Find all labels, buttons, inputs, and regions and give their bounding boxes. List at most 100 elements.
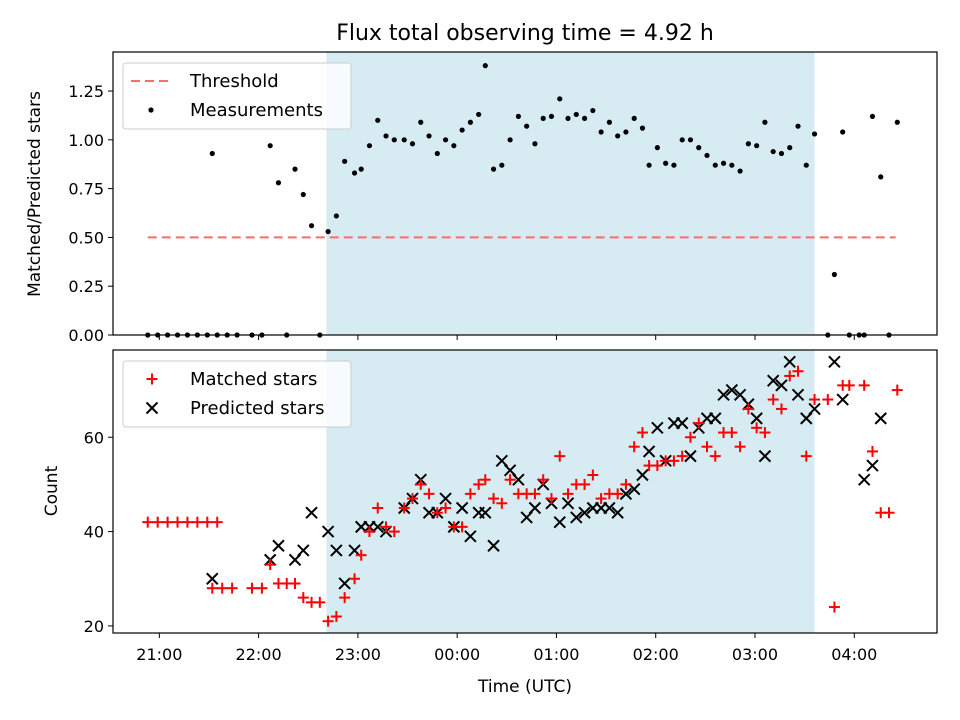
matched-point: [181, 516, 193, 528]
predicted-point: [836, 393, 849, 406]
count-legend: Matched stars Predicted stars: [122, 360, 352, 428]
count-y-axis-label: Count: [42, 465, 62, 516]
ratio-y-tick-label: 0.25: [68, 277, 104, 296]
matched-point: [709, 450, 721, 462]
matched-point: [701, 441, 713, 453]
predicted-point: [758, 449, 772, 463]
matched-point: [595, 493, 607, 505]
predicted-point: [619, 487, 633, 501]
matched-point: [201, 516, 213, 528]
matched-point: [464, 488, 476, 500]
predicted-point: [455, 501, 469, 515]
predicted-point: [338, 577, 351, 590]
matched-point: [496, 497, 508, 509]
matched-point: [775, 403, 787, 415]
matched-point: [742, 403, 754, 415]
measurement-point: [401, 137, 407, 143]
matched-point: [372, 502, 384, 514]
matched-point: [322, 615, 334, 627]
measurement-point: [737, 168, 743, 174]
measurement-point: [459, 127, 465, 133]
matched-point: [545, 493, 557, 505]
predicted-point: [828, 355, 841, 368]
matched-point: [162, 516, 174, 528]
measurement-point: [366, 143, 373, 149]
measurement-point: [409, 141, 416, 147]
measurement-point: [490, 166, 497, 172]
matched-point: [636, 427, 648, 439]
measurement-point: [548, 113, 555, 120]
count-y-tick-label: 40: [84, 523, 104, 542]
matched-point: [684, 431, 696, 443]
legend-predicted-label: Predicted stars: [190, 398, 324, 419]
matched-point: [676, 450, 688, 462]
legend-box: [122, 360, 352, 428]
measurement-point: [615, 133, 621, 139]
ratio-y-tick-label: 1.00: [68, 131, 104, 150]
measurement-point: [720, 160, 727, 166]
count-y-tick-label: 60: [84, 428, 104, 447]
measurement-point: [375, 117, 381, 123]
measurement-point: [729, 162, 735, 168]
legend-matched-label: Matched stars: [190, 369, 317, 390]
matched-point: [891, 384, 903, 396]
predicted-point: [528, 501, 542, 515]
measurement-point: [442, 137, 449, 143]
measurement-point: [878, 174, 884, 180]
measurement-point: [499, 162, 505, 168]
x-tick-label: 03:00: [732, 645, 778, 664]
matched-point: [211, 516, 223, 528]
matched-point: [398, 502, 410, 514]
predicted-point: [725, 383, 739, 397]
matched-point: [620, 478, 632, 490]
matched-point: [406, 493, 418, 505]
matched-point: [206, 582, 218, 594]
matched-point: [843, 379, 855, 391]
measurement-point: [434, 150, 440, 157]
predicted-point: [717, 388, 730, 402]
matched-point: [579, 478, 591, 490]
ratio-axes-frame: [112, 51, 938, 336]
predicted-point: [750, 412, 763, 425]
matched-point: [191, 516, 203, 528]
measurement-point: [581, 115, 588, 121]
measurement-point: [267, 143, 273, 149]
count-y-tick-label: 20: [84, 617, 104, 636]
predicted-point: [305, 506, 318, 519]
matched-point: [751, 422, 763, 434]
matched-point: [415, 478, 427, 490]
x-tick-label: 04:00: [831, 645, 877, 664]
measurement-point: [654, 145, 660, 151]
measurement-point: [515, 113, 521, 120]
legend-threshold-label: Threshold: [189, 71, 279, 92]
matched-point: [767, 394, 779, 406]
predicted-point: [766, 374, 780, 387]
matched-point: [388, 526, 400, 538]
measurement-point: [391, 137, 397, 143]
measurement-point: [639, 125, 646, 131]
predicted-point: [775, 379, 788, 392]
measurement-point: [532, 141, 538, 147]
measurement-point: [623, 129, 629, 135]
predicted-point: [330, 544, 343, 557]
x-axis-label: Time (UTC): [477, 677, 572, 697]
x-tick-label: 02:00: [633, 645, 679, 664]
matched-point: [349, 573, 361, 585]
predicted-point: [651, 421, 664, 435]
measurement-point: [573, 111, 579, 118]
predicted-point: [297, 544, 310, 557]
predicted-point: [642, 445, 656, 458]
ratio-y-tick-label: 0.50: [68, 228, 104, 247]
matched-point: [289, 577, 301, 589]
measurement-point: [540, 115, 546, 121]
predicted-point: [512, 473, 525, 486]
matched-point: [488, 493, 500, 505]
measurement-point: [704, 152, 710, 159]
matched-point: [587, 469, 599, 481]
x-tick-label: 22:00: [236, 645, 282, 664]
measurement-point: [679, 137, 685, 143]
predicted-point: [857, 473, 871, 486]
matched-point: [314, 596, 326, 608]
x-tick-label: 23:00: [335, 645, 381, 664]
matched-point: [264, 559, 276, 571]
